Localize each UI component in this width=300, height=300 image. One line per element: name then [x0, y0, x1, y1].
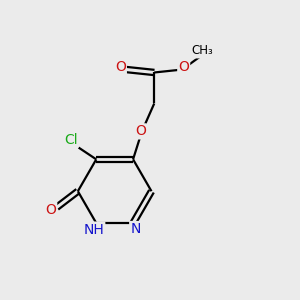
Text: O: O [135, 124, 146, 138]
Text: Cl: Cl [64, 133, 78, 147]
Text: NH: NH [83, 223, 104, 237]
Text: N: N [130, 222, 141, 236]
Text: O: O [45, 203, 56, 217]
Text: O: O [178, 60, 189, 74]
Text: CH₃: CH₃ [191, 44, 213, 58]
Text: O: O [115, 60, 126, 74]
